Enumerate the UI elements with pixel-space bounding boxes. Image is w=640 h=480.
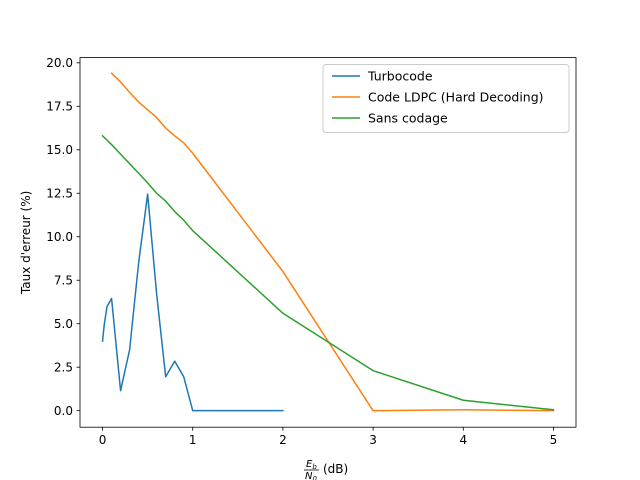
series-line-1 [110, 72, 555, 412]
x-axis-label: Eb N0 (dB) [304, 459, 348, 480]
y-tick-label: 12.5 [46, 186, 73, 200]
y-tick-label: 7.5 [54, 273, 73, 287]
y-axis-label: Taux d'erreur (%) [19, 191, 33, 295]
x-label-denominator: N0 [305, 471, 317, 480]
series-line-0 [101, 193, 284, 412]
y-tick-label: 5.0 [54, 317, 73, 331]
y-axis-ticks: 0.0 2.5 5.0 7.5 10.0 12.5 15.0 17.5 20.0 [46, 56, 80, 418]
x-tick-label: 0 [99, 433, 107, 447]
x-tick-label: 2 [279, 433, 287, 447]
x-tick-label: 4 [459, 433, 467, 447]
y-tick-label: 20.0 [46, 56, 73, 70]
x-label-numerator: Eb [306, 459, 317, 471]
series-line-2 [101, 134, 555, 411]
x-label-unit: (dB) [323, 462, 348, 476]
x-tick-label: 1 [189, 433, 197, 447]
plot-frame [79, 57, 577, 428]
x-axis-ticks: 0 1 2 3 4 5 [99, 427, 558, 447]
legend-label-2: Sans codage [368, 111, 448, 126]
legend-label-1: Code LDPC (Hard Decoding) [368, 90, 544, 105]
y-tick-label: 10.0 [46, 230, 73, 244]
plot-marks [101, 72, 555, 412]
x-tick-label: 3 [369, 433, 377, 447]
legend-frame [322, 64, 570, 133]
legend-label-0: Turbocode [367, 69, 433, 84]
y-tick-label: 17.5 [46, 100, 73, 114]
y-tick-label: 15.0 [46, 143, 73, 157]
x-tick-label: 5 [550, 433, 558, 447]
y-tick-label: 0.0 [54, 404, 73, 418]
y-tick-label: 2.5 [54, 360, 73, 374]
legend: Turbocode Code LDPC (Hard Decoding) Sans c… [322, 64, 570, 133]
